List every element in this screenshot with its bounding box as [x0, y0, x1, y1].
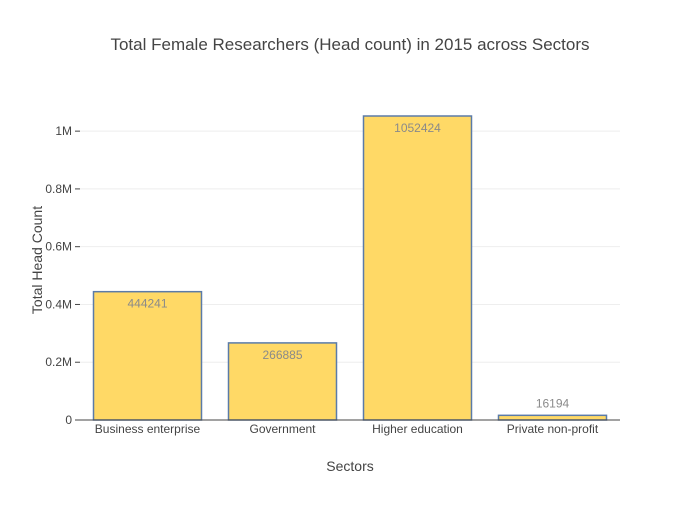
bar-data-label: 444241 [127, 297, 167, 311]
y-tick-label: 0.6M [45, 240, 72, 254]
x-tick-labels: Business enterprise Government Higher educ… [95, 422, 599, 436]
bars [92, 115, 608, 421]
data-labels: 444241 266885 1052424 16194 [127, 121, 569, 410]
bar-data-label: 16194 [536, 396, 570, 410]
y-tick-label: 0 [65, 413, 72, 427]
bar-data-label: 266885 [262, 348, 302, 362]
y-tick-labels: 0 0.2M 0.4M 0.6M 0.8M 1M [45, 124, 80, 427]
y-tick-label: 0.2M [45, 355, 72, 369]
x-tick-label: Higher education [372, 422, 463, 436]
bar [362, 115, 473, 421]
y-axis-title: Total Head Count [29, 206, 45, 314]
x-tick-label: Private non-profit [507, 422, 599, 436]
bar [497, 414, 608, 421]
chart-title: Total Female Researchers (Head count) in… [110, 35, 589, 54]
y-tick-label: 1M [55, 124, 72, 138]
y-tick-label: 0.8M [45, 182, 72, 196]
y-tick-label: 0.4M [45, 297, 72, 311]
bar [92, 290, 203, 421]
x-tick-label: Business enterprise [95, 422, 201, 436]
bar [227, 342, 338, 421]
bar-data-label: 1052424 [394, 121, 441, 135]
x-axis-title: Sectors [326, 458, 373, 474]
x-tick-label: Government [249, 422, 316, 436]
